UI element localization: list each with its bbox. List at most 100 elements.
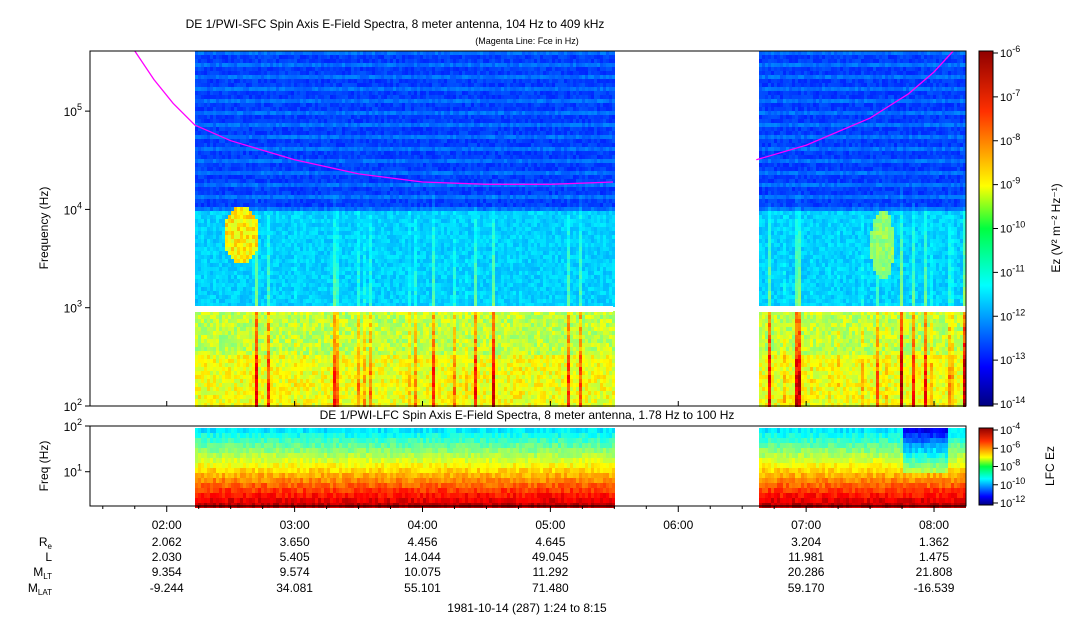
sfc-cell bbox=[321, 295, 324, 299]
sfc-cell bbox=[300, 251, 303, 255]
sfc-cell bbox=[204, 327, 207, 331]
sfc-cell bbox=[291, 187, 294, 191]
sfc-cell bbox=[333, 131, 336, 135]
sfc-cell bbox=[204, 391, 207, 395]
sfc-cell bbox=[360, 255, 363, 259]
sfc-cell bbox=[237, 379, 240, 383]
sfc-cell bbox=[309, 235, 312, 239]
sfc-cell bbox=[282, 179, 285, 183]
sfc-cell bbox=[234, 219, 237, 223]
sfc-cell bbox=[315, 267, 318, 271]
sfc-cell bbox=[228, 119, 231, 123]
sfc-cell bbox=[330, 199, 333, 203]
sfc-cell bbox=[219, 283, 222, 287]
sfc-cell bbox=[336, 75, 339, 79]
sfc-cell bbox=[282, 395, 285, 399]
sfc-cell bbox=[210, 391, 213, 395]
lfc-title: DE 1/PWI-LFC Spin Axis E-Field Spectra, … bbox=[320, 408, 735, 422]
sfc-cell bbox=[309, 171, 312, 175]
sfc-cell bbox=[273, 343, 276, 347]
sfc-cell bbox=[318, 355, 321, 359]
sfc-cell bbox=[267, 175, 270, 179]
sfc-cell bbox=[309, 107, 312, 111]
sfc-cell bbox=[228, 319, 231, 323]
sfc-cell bbox=[306, 263, 309, 267]
sfc-cell bbox=[339, 87, 342, 91]
sfc-cell bbox=[294, 191, 297, 195]
sfc-cell bbox=[288, 279, 291, 283]
sfc-cell bbox=[285, 247, 288, 251]
sfc-cell bbox=[225, 275, 228, 279]
sfc-cell bbox=[288, 99, 291, 103]
sfc-cell bbox=[279, 135, 282, 139]
sfc-cell bbox=[246, 255, 249, 259]
sfc-cell bbox=[351, 267, 354, 271]
sfc-cell bbox=[342, 279, 345, 283]
sfc-cell bbox=[288, 367, 291, 371]
sfc-cell bbox=[360, 71, 363, 75]
sfc-cell bbox=[264, 259, 267, 263]
sfc-cell bbox=[348, 391, 351, 395]
sfc-cell bbox=[288, 283, 291, 287]
sfc-cell bbox=[315, 247, 318, 251]
sfc-cell bbox=[315, 95, 318, 99]
sfc-cell bbox=[309, 291, 312, 295]
sfc-cell bbox=[267, 315, 270, 319]
sfc-cell bbox=[357, 159, 360, 163]
sfc-cell bbox=[195, 51, 198, 55]
sfc-cell bbox=[357, 135, 360, 139]
sfc-cell bbox=[234, 319, 237, 323]
sfc-cell bbox=[261, 135, 264, 139]
sfc-cell bbox=[222, 59, 225, 63]
sfc-cell bbox=[231, 167, 234, 171]
sfc-cell bbox=[213, 323, 216, 327]
sfc-cell bbox=[195, 187, 198, 191]
sfc-cell bbox=[201, 147, 204, 151]
sfc-cell bbox=[240, 103, 243, 107]
sfc-cell bbox=[270, 123, 273, 127]
sfc-cell bbox=[300, 275, 303, 279]
sfc-cell bbox=[252, 255, 255, 259]
sfc-cell bbox=[291, 319, 294, 323]
sfc-cell bbox=[339, 139, 342, 143]
sfc-cell bbox=[216, 227, 219, 231]
sfc-cell bbox=[306, 399, 309, 403]
sfc-cell bbox=[234, 207, 237, 211]
sfc-cell bbox=[315, 303, 318, 307]
sfc-cell bbox=[198, 211, 201, 215]
sfc-cell bbox=[204, 283, 207, 287]
sfc-cell bbox=[348, 303, 351, 307]
sfc-cell bbox=[273, 239, 276, 243]
sfc-cell bbox=[252, 223, 255, 227]
sfc-cell bbox=[282, 315, 285, 319]
sfc-cell bbox=[222, 215, 225, 219]
sfc-cell bbox=[363, 131, 366, 135]
sfc-cell bbox=[327, 403, 330, 407]
sfc-cell bbox=[237, 255, 240, 259]
sfc-cell bbox=[255, 115, 258, 119]
sfc-cell bbox=[258, 79, 261, 83]
sfc-cell bbox=[300, 371, 303, 375]
sfc-cell bbox=[300, 55, 303, 59]
sfc-cell bbox=[222, 131, 225, 135]
sfc-cell bbox=[357, 87, 360, 91]
sfc-cell bbox=[237, 263, 240, 267]
sfc-cell bbox=[339, 115, 342, 119]
sfc-cell bbox=[249, 287, 252, 291]
sfc-cell bbox=[246, 163, 249, 167]
sfc-cell bbox=[207, 339, 210, 343]
sfc-cell bbox=[249, 107, 252, 111]
sfc-cell bbox=[276, 387, 279, 391]
sfc-cell bbox=[270, 127, 273, 131]
sfc-cell bbox=[270, 83, 273, 87]
sfc-cell bbox=[222, 351, 225, 355]
sfc-cell bbox=[345, 103, 348, 107]
sfc-cell bbox=[225, 71, 228, 75]
sfc-cell bbox=[213, 119, 216, 123]
sfc-cell bbox=[231, 339, 234, 343]
sfc-cell bbox=[306, 403, 309, 407]
sfc-cell bbox=[339, 147, 342, 151]
sfc-cell bbox=[309, 183, 312, 187]
sfc-cell bbox=[213, 367, 216, 371]
sfc-cell bbox=[297, 55, 300, 59]
